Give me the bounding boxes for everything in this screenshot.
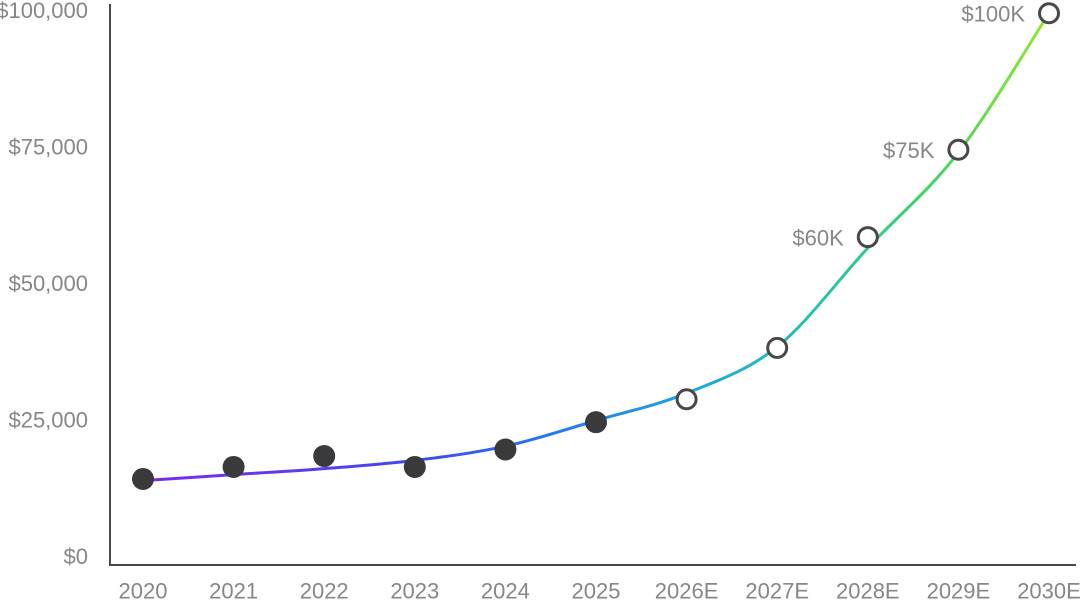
data-point-actual-2020 — [132, 467, 154, 490]
x-tick-label: 2025 — [572, 579, 621, 602]
point-value-label: $75K — [883, 138, 935, 163]
y-tick-label: $25,000 — [8, 408, 88, 433]
data-point-estimate-2027E — [766, 336, 789, 359]
data-point-actual-2023 — [403, 455, 426, 478]
y-tick-label: $50,000 — [8, 271, 88, 296]
x-tick-label: 2023 — [390, 579, 439, 602]
y-tick-label: $0 — [64, 544, 88, 569]
trend-line — [141, 11, 1051, 483]
x-tick-label: 2021 — [209, 579, 258, 602]
x-tick-label: 2024 — [481, 579, 530, 602]
x-tick-label: 2027E — [745, 579, 809, 602]
x-tick-label: 2028E — [836, 579, 900, 602]
x-tick-label: 2029E — [927, 579, 991, 602]
data-point-actual-2021 — [222, 455, 245, 478]
point-value-label: $100K — [961, 2, 1025, 27]
data-point-estimate-2026E — [675, 388, 698, 411]
data-point-actual-2022 — [313, 445, 336, 468]
x-tick-label: 2030E — [1017, 579, 1080, 602]
data-point-actual-2025 — [585, 411, 607, 434]
data-point-estimate-2030E — [1038, 2, 1060, 25]
y-tick-label: $100,000 — [0, 0, 88, 23]
x-tick-label: 2020 — [119, 579, 168, 602]
y-tick-label: $75,000 — [8, 135, 88, 160]
data-point-actual-2024 — [494, 438, 517, 461]
x-tick-label: 2022 — [300, 579, 349, 602]
x-tick-label: 2026E — [655, 579, 719, 602]
data-point-estimate-2029E — [947, 138, 970, 161]
data-point-estimate-2028E — [856, 226, 879, 249]
point-value-label: $60K — [792, 226, 844, 251]
